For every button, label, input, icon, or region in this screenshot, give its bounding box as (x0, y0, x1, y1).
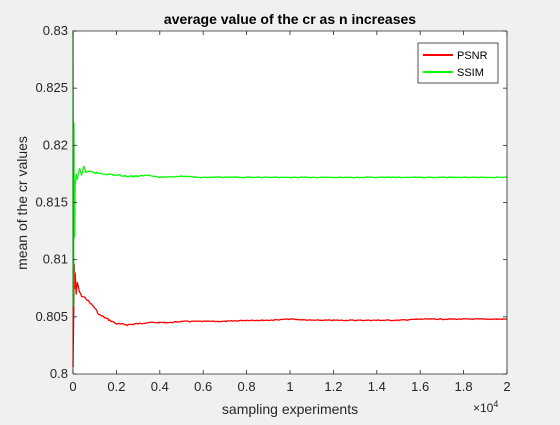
y-tick-label: 0.8 (50, 366, 68, 381)
y-tick-label: 0.815 (35, 195, 68, 210)
x-exponent-label: ×104 (473, 399, 498, 415)
y-tick-label: 0.82 (43, 137, 68, 152)
legend-label-ssim: SSIM (457, 67, 484, 79)
x-tick-label: 0 (69, 379, 76, 394)
x-tick-label: 0.4 (151, 379, 169, 394)
ticks: 0 0.2 0.4 0.6 0.8 1 1.2 1.4 1.6 1.8 20.80.8050.810… (35, 23, 510, 394)
x-tick-label: 1.4 (368, 379, 386, 394)
chart-title: average value of the cr as n increases (164, 11, 416, 27)
y-tick-label: 0.81 (43, 252, 68, 267)
x-tick-label: 1.8 (455, 379, 473, 394)
x-tick-label: 2 (503, 379, 510, 394)
legend-box (417, 42, 499, 84)
x-exponent-base: ×10 (473, 401, 494, 415)
legend-label-psnr: PSNR (457, 50, 488, 62)
x-tick-label: 1 (286, 379, 293, 394)
x-tick-label: 0.6 (194, 379, 212, 394)
plot-area (73, 31, 507, 374)
x-exponent-power: 4 (493, 399, 498, 409)
y-tick-label: 0.83 (43, 23, 68, 38)
legend: PSNR SSIM (417, 42, 499, 84)
x-tick-label: 1.2 (324, 379, 342, 394)
x-tick-label: 0.8 (238, 379, 256, 394)
x-tick-label: 1.6 (411, 379, 429, 394)
series-line-psnr (72, 264, 508, 368)
series-line-ssim (72, 30, 508, 307)
x-tick-label: 0.2 (107, 379, 125, 394)
series-lines (72, 30, 508, 368)
x-axis-label: sampling experiments (222, 401, 358, 417)
y-tick-label: 0.825 (35, 80, 68, 95)
y-tick-label: 0.805 (35, 309, 68, 324)
y-axis-label: mean of the cr values (14, 136, 30, 270)
